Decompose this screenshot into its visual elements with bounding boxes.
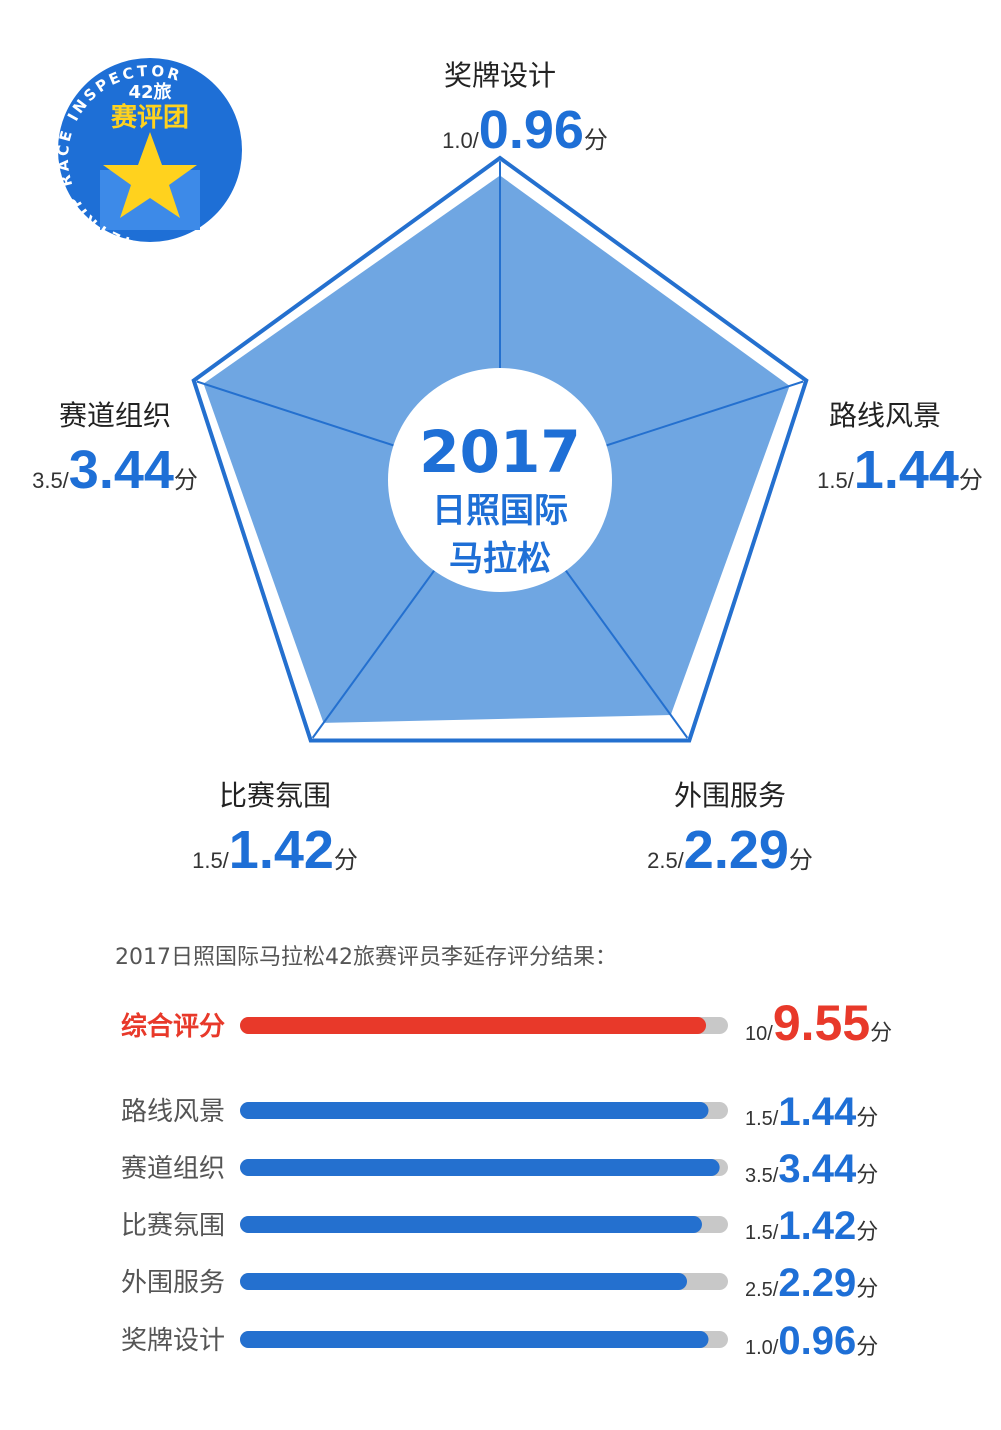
bar bbox=[240, 1102, 709, 1119]
score-max: 2.5/ bbox=[745, 1279, 779, 1301]
score-value: 0.96 bbox=[479, 100, 584, 160]
score-max: 3.5/ bbox=[32, 468, 70, 493]
bar bbox=[240, 1216, 702, 1233]
score-max: 1.0/ bbox=[745, 1337, 779, 1359]
score-label: 2.5/2.29分 bbox=[647, 820, 813, 880]
score-value: 2.29 bbox=[684, 820, 789, 880]
axis-label: 路线风景 bbox=[829, 399, 941, 432]
axis-label: 赛道组织 bbox=[59, 399, 171, 432]
score-unit: 分 bbox=[856, 1220, 878, 1245]
bar bbox=[240, 1273, 688, 1290]
axis-label: 奖牌设计 bbox=[444, 59, 556, 92]
score-max: 1.5/ bbox=[192, 848, 230, 873]
score-label: 3.5/3.44分 bbox=[745, 1147, 878, 1191]
badge-top: 42旅 bbox=[128, 81, 171, 103]
score-max: 10/ bbox=[745, 1023, 773, 1045]
badge-star bbox=[103, 132, 197, 218]
score-max: 1.0/ bbox=[442, 128, 480, 153]
score-unit: 分 bbox=[959, 466, 983, 494]
score-value: 1.42 bbox=[778, 1204, 856, 1248]
score-value: 0.96 bbox=[778, 1319, 856, 1363]
score-unit: 分 bbox=[789, 846, 813, 874]
center-text: 2017 bbox=[419, 418, 580, 486]
center-text: 日照国际 bbox=[432, 491, 568, 531]
score-max: 1.5/ bbox=[745, 1222, 779, 1244]
score-max: 2.5/ bbox=[647, 848, 685, 873]
bar-label: 奖牌设计 bbox=[121, 1326, 225, 1356]
score-unit: 分 bbox=[870, 1021, 892, 1046]
bar-label: 比赛氛围 bbox=[121, 1211, 225, 1241]
axis-label: 外围服务 bbox=[674, 779, 786, 812]
score-unit: 分 bbox=[856, 1106, 878, 1131]
score-max: 1.5/ bbox=[745, 1108, 779, 1130]
score-unit: 分 bbox=[584, 126, 608, 154]
bar-title: 2017日照国际马拉松42旅赛评员李延存评分结果： bbox=[115, 945, 617, 970]
score-value: 1.44 bbox=[778, 1090, 857, 1134]
score-label: 2.5/2.29分 bbox=[745, 1261, 878, 1305]
bar-label: 赛道组织 bbox=[121, 1154, 225, 1184]
center-text: 马拉松 bbox=[449, 539, 551, 579]
badge-column bbox=[100, 170, 200, 230]
bar-label: 路线风景 bbox=[121, 1097, 225, 1127]
score-label: 10/9.55分 bbox=[745, 995, 892, 1051]
score-value: 3.44 bbox=[778, 1147, 857, 1191]
score-max: 1.5/ bbox=[817, 468, 855, 493]
score-value: 1.42 bbox=[229, 820, 334, 880]
score-value: 9.55 bbox=[773, 995, 870, 1051]
score-value: 3.44 bbox=[69, 440, 174, 500]
badge-title: 赛评团 bbox=[110, 102, 189, 133]
score-unit: 分 bbox=[856, 1335, 878, 1360]
bar bbox=[240, 1331, 709, 1348]
score-value: 2.29 bbox=[778, 1261, 856, 1305]
score-label: 1.0/0.96分 bbox=[745, 1319, 878, 1363]
bar bbox=[240, 1159, 720, 1176]
score-unit: 分 bbox=[856, 1163, 878, 1188]
badge: 42TRIP RACE INSPECTOR 42旅 赛评团 bbox=[54, 58, 242, 252]
score-value: 1.44 bbox=[854, 440, 959, 500]
score-label: 1.5/1.44分 bbox=[745, 1090, 878, 1134]
bar-label: 外围服务 bbox=[121, 1268, 225, 1298]
score-unit: 分 bbox=[334, 846, 358, 874]
axis-label: 比赛氛围 bbox=[219, 779, 331, 812]
score-unit: 分 bbox=[174, 466, 198, 494]
bar bbox=[240, 1017, 707, 1034]
center-circle bbox=[388, 368, 612, 592]
score-label: 1.0/0.96分 bbox=[442, 100, 608, 160]
score-label: 1.5/1.42分 bbox=[192, 820, 358, 880]
score-unit: 分 bbox=[856, 1277, 878, 1302]
score-label: 3.5/3.44分 bbox=[32, 440, 198, 500]
score-max: 3.5/ bbox=[745, 1165, 779, 1187]
score-label: 1.5/1.42分 bbox=[745, 1204, 878, 1248]
bar-label: 综合评分 bbox=[121, 1011, 225, 1042]
score-label: 1.5/1.44分 bbox=[817, 440, 983, 500]
